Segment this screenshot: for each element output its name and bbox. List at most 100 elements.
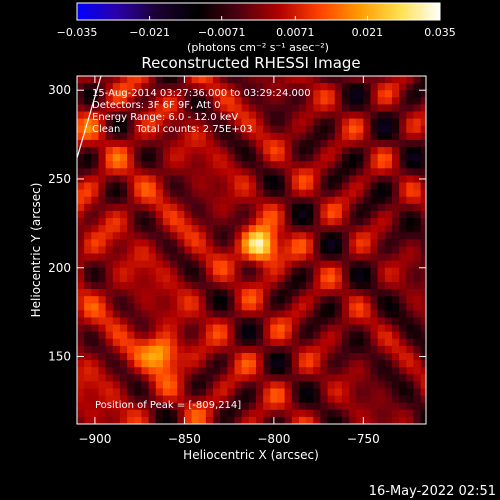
- heatmap-cell: [77, 310, 85, 319]
- heatmap-cell: [263, 76, 271, 84]
- heatmap-cell: [291, 83, 300, 91]
- heatmap-cell: [356, 210, 364, 219]
- heatmap-cell: [406, 367, 415, 375]
- heatmap-cell: [134, 182, 143, 191]
- heatmap-cell: [184, 210, 193, 219]
- heatmap-cell: [77, 83, 85, 91]
- heatmap-cell: [84, 232, 92, 240]
- heatmap-cell: [270, 317, 279, 326]
- heatmap-cell: [428, 254, 436, 262]
- heatmap-cell: [356, 154, 364, 162]
- heatmap-cell: [377, 239, 386, 248]
- heatmap-cell: [177, 416, 185, 424]
- heatmap-cell: [98, 76, 107, 84]
- heatmap-cell: [428, 239, 436, 247]
- heatmap-cell: [184, 97, 193, 106]
- heatmap-cell: [184, 154, 193, 162]
- heatmap-cell: [84, 267, 92, 276]
- heatmap-cell: [91, 189, 100, 198]
- heatmap-cell: [191, 175, 200, 184]
- heatmap-cell: [105, 352, 114, 361]
- heatmap-cell: [84, 274, 92, 283]
- heatmap-cell: [148, 367, 157, 375]
- heatmap-cell: [413, 303, 422, 311]
- heatmap-cell: [248, 90, 257, 98]
- heatmap-cell: [198, 225, 207, 233]
- heatmap-cell: [356, 381, 364, 390]
- heatmap-cell: [356, 367, 364, 375]
- heatmap-cell: [406, 125, 415, 134]
- heatmap-cell: [399, 281, 407, 290]
- heatmap-cell: [127, 260, 135, 269]
- heatmap-cell: [284, 154, 293, 162]
- heatmap-cell: [291, 182, 300, 191]
- heatmap-cell: [420, 76, 426, 84]
- heatmap-cell: [77, 239, 85, 248]
- heatmap-cell: [77, 97, 85, 106]
- heatmap-cell: [277, 267, 286, 276]
- heatmap-cell: [177, 317, 185, 326]
- heatmap-cell: [313, 203, 322, 212]
- heatmap-cell: [284, 189, 293, 198]
- heatmap-cell: [205, 374, 214, 382]
- heatmap-cell: [234, 147, 243, 155]
- heatmap-cell: [313, 239, 322, 248]
- heatmap-cell: [84, 317, 92, 326]
- heatmap-cell: [205, 324, 214, 333]
- heatmap-cell: [98, 239, 107, 248]
- heatmap-cell: [420, 310, 426, 319]
- heatmap-cell: [413, 360, 422, 368]
- y-tick-label: 150: [48, 350, 71, 364]
- heatmap-cell: [377, 296, 386, 304]
- heatmap-cell: [313, 232, 322, 240]
- heatmap-cell: [284, 260, 293, 269]
- heatmap-cell: [356, 395, 364, 404]
- heatmap-cell: [270, 367, 279, 375]
- heatmap-cell: [227, 274, 236, 283]
- x-axis-label: Heliocentric X (arcsec): [183, 448, 319, 462]
- heatmap-cell: [170, 154, 178, 162]
- heatmap-cell: [213, 161, 221, 169]
- heatmap-cell: [227, 281, 236, 290]
- heatmap-cell: [377, 381, 386, 390]
- heatmap-cell: [363, 360, 372, 368]
- heatmap-cell: [91, 246, 100, 255]
- heatmap-cell: [170, 331, 178, 340]
- heatmap-cell: [105, 317, 114, 326]
- heatmap-cell: [334, 210, 343, 219]
- heatmap-cell: [227, 154, 236, 162]
- heatmap-cell: [313, 402, 322, 411]
- heatmap-cell: [227, 395, 236, 404]
- heatmap-cell: [241, 267, 250, 276]
- heatmap-cell: [284, 388, 293, 397]
- heatmap-cell: [356, 225, 364, 233]
- heatmap-cell: [248, 118, 257, 127]
- heatmap-cell: [420, 303, 426, 311]
- heatmap-cell: [413, 416, 422, 424]
- heatmap-cell: [220, 367, 228, 375]
- heatmap-cell: [349, 161, 357, 169]
- heatmap-cell: [313, 253, 322, 262]
- heatmap-cell: [198, 104, 207, 113]
- heatmap-cell: [141, 260, 150, 269]
- heatmap-cell: [127, 189, 135, 198]
- heatmap-cell: [334, 175, 343, 184]
- heatmap-cell: [127, 97, 135, 106]
- heatmap-cell: [263, 182, 271, 191]
- heatmap-cell: [91, 203, 100, 212]
- heatmap-cell: [306, 147, 314, 155]
- heatmap-cell: [112, 253, 121, 262]
- heatmap-cell: [255, 317, 264, 326]
- heatmap-cell: [127, 367, 135, 375]
- heatmap-cell: [77, 374, 85, 382]
- heatmap-cell: [241, 154, 250, 162]
- heatmap-cell: [277, 203, 286, 212]
- heatmap-cell: [255, 374, 264, 382]
- heatmap-cell: [162, 104, 171, 113]
- heatmap-cell: [420, 132, 426, 141]
- heatmap-cell: [213, 175, 221, 184]
- heatmap-cell: [127, 352, 135, 361]
- heatmap-cell: [363, 76, 372, 84]
- heatmap-cell: [127, 317, 135, 326]
- heatmap-cell: [162, 132, 171, 141]
